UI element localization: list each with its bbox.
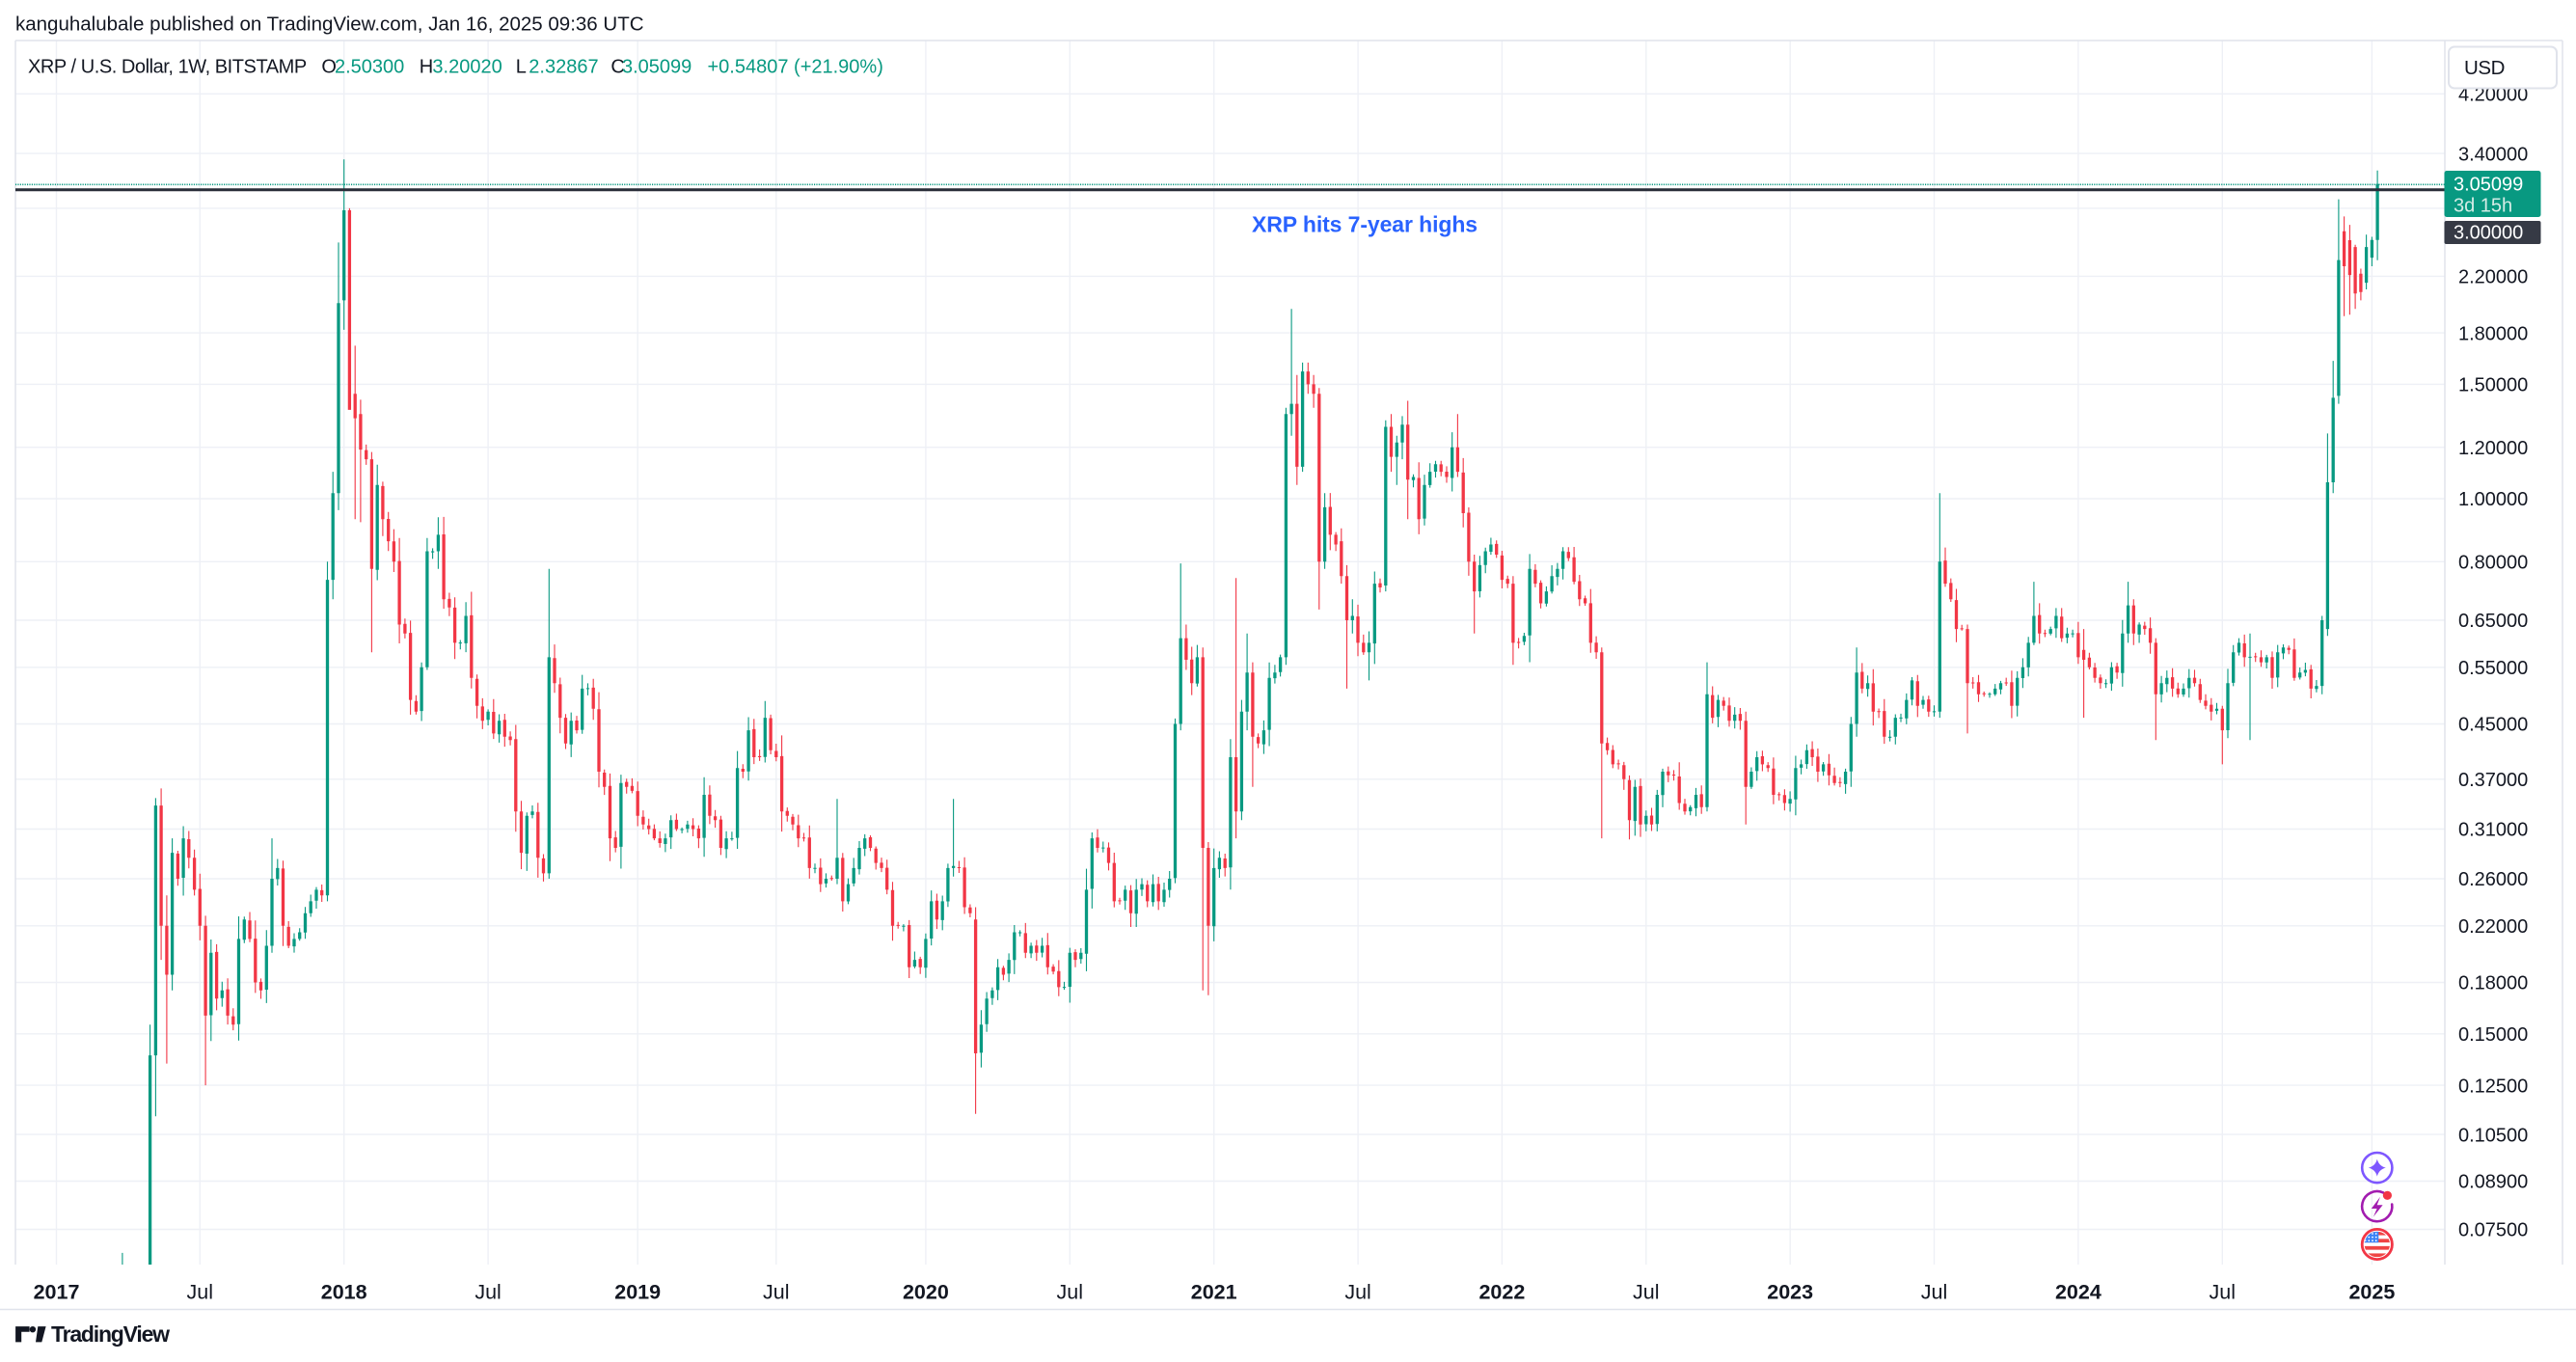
svg-text:Jul: Jul — [1344, 1281, 1370, 1304]
svg-text:O: O — [321, 57, 337, 78]
svg-text:2023: 2023 — [1767, 1281, 1813, 1304]
svg-text:XRP / U.S. Dollar, 1W, BITSTAM: XRP / U.S. Dollar, 1W, BITSTAMP — [28, 57, 307, 78]
svg-text:2017: 2017 — [34, 1281, 80, 1304]
svg-text:Jul: Jul — [1057, 1281, 1083, 1304]
svg-text:1.20000: 1.20000 — [2458, 438, 2528, 459]
svg-text:0.18000: 0.18000 — [2458, 973, 2528, 994]
svg-text:Jul: Jul — [1633, 1281, 1659, 1304]
svg-text:2.20000: 2.20000 — [2458, 267, 2528, 288]
svg-text:2025: 2025 — [2348, 1281, 2395, 1304]
svg-text:1.50000: 1.50000 — [2458, 375, 2528, 396]
svg-text:+0.54807 (+21.90%): +0.54807 (+21.90%) — [708, 57, 883, 78]
svg-text:2.50300: 2.50300 — [335, 57, 404, 78]
svg-text:2020: 2020 — [903, 1281, 949, 1304]
svg-text:Jul: Jul — [763, 1281, 789, 1304]
svg-text:0.31000: 0.31000 — [2458, 820, 2528, 841]
svg-text:3.05099: 3.05099 — [2454, 175, 2523, 196]
svg-text:3.05099: 3.05099 — [622, 57, 691, 78]
svg-text:0.15000: 0.15000 — [2458, 1024, 2528, 1046]
svg-text:XRP hits 7-year highs: XRP hits 7-year highs — [1252, 212, 1478, 237]
svg-text:3.00000: 3.00000 — [2454, 223, 2523, 244]
svg-text:0.22000: 0.22000 — [2458, 916, 2528, 938]
svg-text:3.20020: 3.20020 — [432, 57, 502, 78]
svg-text:1.80000: 1.80000 — [2458, 323, 2528, 344]
svg-text:2.32867: 2.32867 — [529, 57, 598, 78]
svg-text:2022: 2022 — [1478, 1281, 1525, 1304]
svg-text:Jul: Jul — [187, 1281, 213, 1304]
svg-text:1.00000: 1.00000 — [2458, 489, 2528, 510]
svg-text:0.10500: 0.10500 — [2458, 1125, 2528, 1146]
svg-text:Jul: Jul — [2210, 1281, 2236, 1304]
svg-text:Jul: Jul — [1921, 1281, 1947, 1304]
svg-text:4.20000: 4.20000 — [2458, 85, 2528, 106]
svg-text:0.45000: 0.45000 — [2458, 715, 2528, 736]
svg-text:L: L — [516, 57, 527, 78]
svg-text:TradingView: TradingView — [51, 1321, 170, 1347]
svg-text:0.37000: 0.37000 — [2458, 770, 2528, 791]
svg-text:2021: 2021 — [1191, 1281, 1237, 1304]
svg-text:Jul: Jul — [475, 1281, 501, 1304]
svg-text:0.26000: 0.26000 — [2458, 869, 2528, 890]
svg-text:USD: USD — [2464, 57, 2505, 79]
svg-text:3d 15h: 3d 15h — [2454, 196, 2512, 217]
svg-text:kanguhalubale published on Tra: kanguhalubale published on TradingView.c… — [15, 14, 644, 36]
svg-text:0.55000: 0.55000 — [2458, 658, 2528, 679]
svg-text:2018: 2018 — [321, 1281, 367, 1304]
svg-text:0.12500: 0.12500 — [2458, 1076, 2528, 1097]
svg-text:2019: 2019 — [614, 1281, 661, 1304]
svg-text:0.07500: 0.07500 — [2458, 1220, 2528, 1241]
svg-text:H: H — [420, 57, 433, 78]
svg-text:0.08900: 0.08900 — [2458, 1172, 2528, 1193]
svg-text:C: C — [610, 57, 624, 78]
svg-text:2024: 2024 — [2055, 1281, 2101, 1304]
svg-text:0.80000: 0.80000 — [2458, 553, 2528, 574]
svg-text:3.40000: 3.40000 — [2458, 144, 2528, 165]
svg-text:0.65000: 0.65000 — [2458, 611, 2528, 632]
